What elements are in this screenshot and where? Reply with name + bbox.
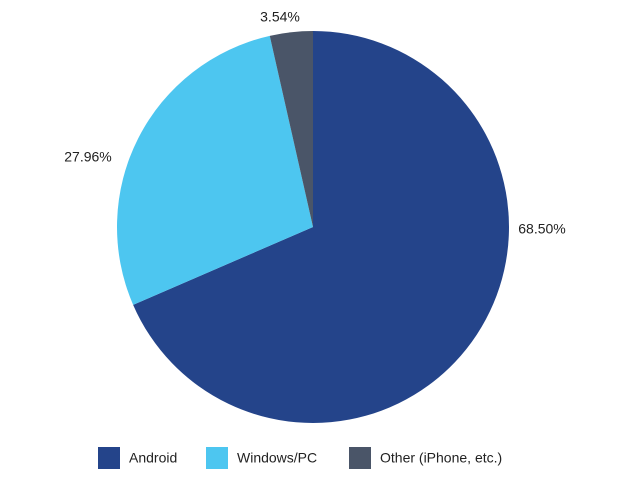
legend-swatch: [349, 447, 371, 469]
legend-label: Other (iPhone, etc.): [380, 450, 502, 466]
pie-slice: [117, 35, 313, 305]
value-label: 27.96%: [64, 149, 111, 165]
value-label: 3.54%: [260, 9, 300, 25]
pie-slice: [269, 31, 313, 227]
legend-swatch: [206, 447, 228, 469]
legend-label: Android: [129, 450, 177, 466]
value-label: 68.50%: [518, 221, 565, 237]
pie-slice: [133, 31, 509, 423]
legend-label: Windows/PC: [237, 450, 317, 466]
legend-swatch: [98, 447, 120, 469]
